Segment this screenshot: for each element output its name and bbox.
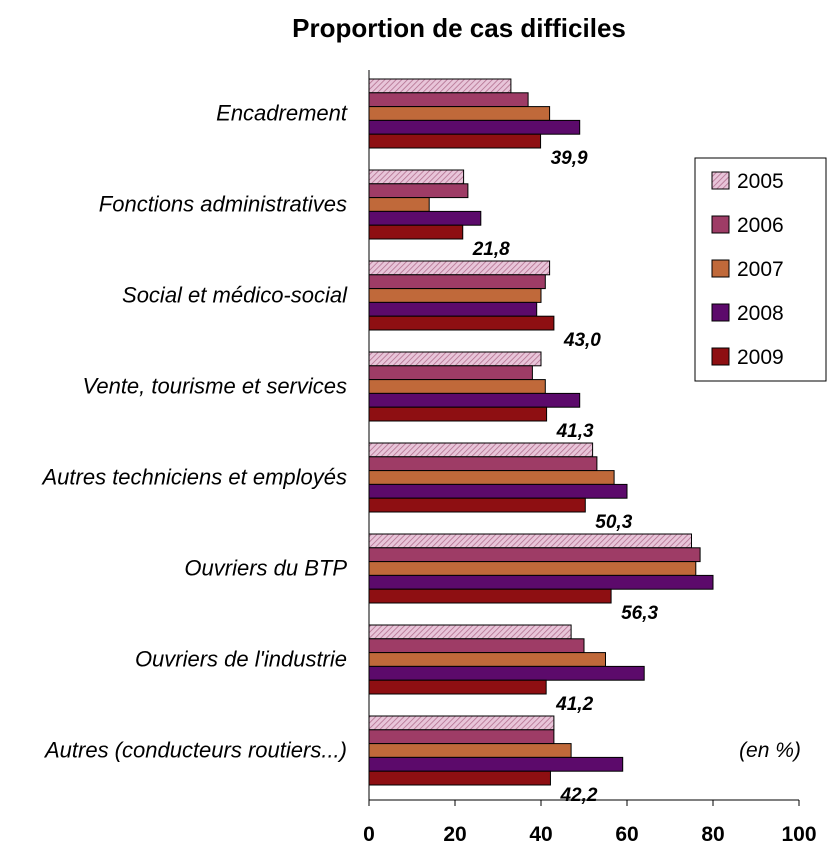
legend-swatch-2007 (711, 259, 730, 278)
category-label: Encadrement (216, 101, 348, 126)
bar-2009-3 (368, 315, 555, 331)
bar-2008-6 (368, 574, 714, 590)
bar-2009-6 (368, 588, 612, 604)
legend-label-2009: 2009 (737, 346, 784, 369)
category-label: Ouvriers de l'industrie (135, 647, 347, 672)
bar-2005-2 (368, 169, 465, 185)
bar-2009-8 (368, 770, 551, 786)
bar-2005-1 (368, 78, 512, 94)
category-label: Fonctions administratives (99, 192, 347, 217)
legend-label-2006: 2006 (737, 214, 784, 237)
category-labels: Encadrement Fonctions administratives Soci… (41, 101, 349, 763)
bar-2006-5 (368, 456, 598, 472)
bar-2008-8 (368, 756, 624, 772)
legend-label-2005: 2005 (737, 170, 784, 193)
x-axis: 0 20 40 60 80 100 (363, 799, 817, 846)
data-label-2009: 56,3 (621, 603, 658, 624)
bar-2007-4 (368, 379, 546, 394)
data-labels: 39,9 21,8 43,0 41,3 50,3 56,3 41,2 42,2 (472, 148, 659, 806)
data-label-2009: 41,2 (555, 694, 593, 715)
legend-swatch-2009 (711, 347, 730, 366)
bar-2005-7 (368, 624, 572, 640)
legend-swatch-2005 (711, 171, 730, 190)
data-label-2009: 50,3 (595, 512, 632, 533)
bar-2007-5 (368, 470, 615, 485)
bar-2006-2 (368, 183, 469, 199)
bar-2007-8 (368, 743, 572, 758)
bar-2008-5 (368, 483, 628, 499)
bar-2008-7 (368, 665, 645, 681)
bar-2007-3 (368, 288, 542, 303)
x-tick-label: 80 (701, 823, 724, 846)
data-label-2009: 41,3 (556, 421, 594, 442)
data-label-2009: 42,2 (559, 785, 597, 806)
bar-2007-6 (368, 561, 697, 576)
legend-label-2008: 2008 (737, 302, 784, 325)
category-label: Autres techniciens et employés (41, 465, 348, 490)
legend: 2005 2006 2007 2008 2009 (694, 157, 827, 382)
bar-2009-5 (368, 497, 586, 513)
data-label-2009: 21,8 (472, 239, 510, 260)
unit-note: (en %) (739, 739, 801, 762)
bar-2008-3 (368, 301, 538, 317)
legend-swatch-2008 (711, 303, 730, 322)
x-tick-label: 40 (529, 823, 552, 846)
legend-swatch-2006 (711, 215, 730, 234)
bar-2006-6 (368, 547, 701, 563)
x-tick-label: 60 (615, 823, 638, 846)
bar-2005-3 (368, 260, 551, 276)
bar-2006-4 (368, 365, 533, 381)
bar-2009-4 (368, 406, 548, 422)
bar-2009-7 (368, 679, 547, 695)
bar-2006-3 (368, 274, 546, 290)
bar-2005-6 (368, 533, 692, 549)
chart-title: Proportion de cas difficiles (292, 13, 626, 43)
bar-2006-8 (368, 729, 555, 745)
x-tick-label: 0 (363, 823, 375, 846)
bar-2005-4 (368, 351, 542, 367)
category-label: Ouvriers du BTP (184, 556, 347, 581)
data-label-2009: 39,9 (551, 148, 588, 169)
x-tick-label: 100 (781, 823, 816, 846)
x-tick-label: 20 (443, 823, 466, 846)
legend-label-2007: 2007 (737, 258, 784, 281)
bar-2006-1 (368, 92, 529, 108)
bar-2007-7 (368, 652, 606, 667)
bar-2007-1 (368, 106, 551, 121)
bar-2008-1 (368, 119, 581, 135)
bar-2009-1 (368, 133, 542, 149)
bar-2008-2 (368, 210, 482, 226)
category-label: Autres (conducteurs routiers...) (43, 738, 347, 763)
bar-2009-2 (368, 224, 464, 240)
bar-2005-5 (368, 442, 594, 458)
bar-2008-4 (368, 392, 581, 408)
bar-2006-7 (368, 638, 585, 654)
bar-2005-8 (368, 715, 555, 731)
bars-group (368, 78, 714, 786)
category-label: Social et médico-social (122, 283, 348, 308)
category-label: Vente, tourisme et services (82, 374, 347, 399)
data-label-2009: 43,0 (563, 330, 601, 351)
bar-2007-2 (368, 197, 430, 212)
